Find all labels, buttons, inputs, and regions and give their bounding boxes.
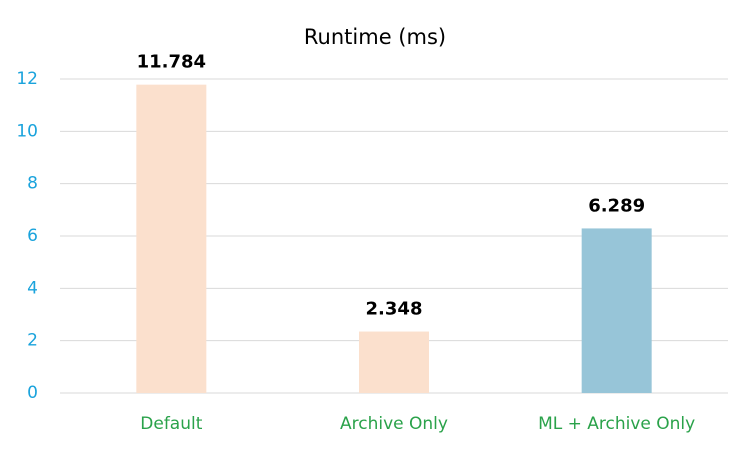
y-tick-label: 2 [27, 331, 38, 351]
chart-title: Runtime (ms) [304, 25, 446, 49]
y-tick-label: 4 [27, 278, 38, 298]
y-tick-label: 0 [27, 383, 38, 403]
bar [359, 331, 429, 393]
y-tick-label: 12 [16, 69, 38, 89]
value-label: 2.348 [366, 299, 423, 320]
x-tick-label: Archive Only [340, 414, 448, 434]
y-tick-label: 6 [27, 226, 38, 246]
bar [136, 84, 207, 393]
bar [581, 228, 652, 393]
value-label: 6.289 [588, 195, 645, 216]
x-tick-label: Default [140, 414, 202, 434]
x-tick-label: ML + Archive Only [538, 414, 695, 434]
y-tick-label: 8 [27, 174, 38, 194]
y-tick-label: 10 [16, 121, 38, 141]
value-label: 11.784 [137, 52, 206, 73]
